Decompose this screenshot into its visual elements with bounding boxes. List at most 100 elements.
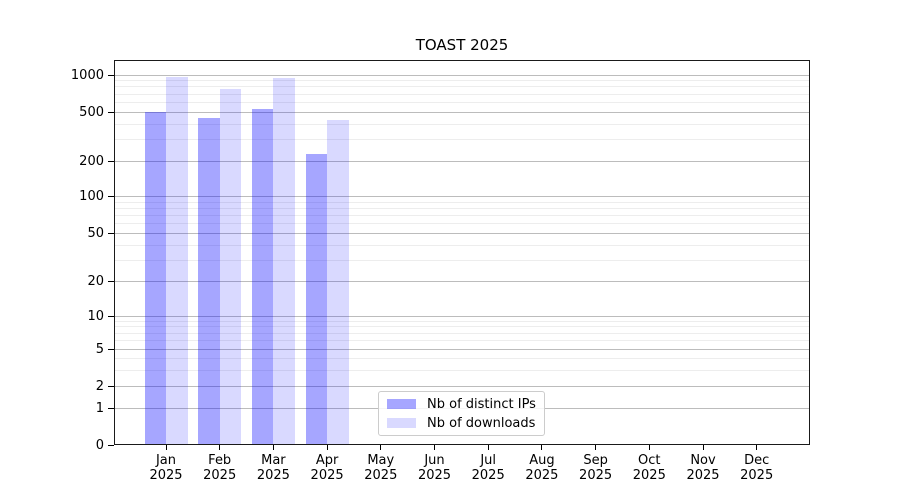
x-tick-label-line: Dec <box>744 453 770 468</box>
x-tick-label-line: 2025 <box>579 468 613 483</box>
x-tick-label-line: 2025 <box>417 468 452 483</box>
x-tick-label-line: Sep <box>583 453 608 468</box>
gridline-minor-9 <box>114 320 810 322</box>
x-tick-label-line: Aug <box>529 453 555 468</box>
bar-nb-of-distinct-ips-apr-2025 <box>305 153 328 445</box>
y-tick-mark-10 <box>108 315 114 317</box>
x-tick-label-apr-2025: Apr 2025 <box>299 453 355 483</box>
legend: Nb of distinct IPs Nb of downloads <box>378 391 545 436</box>
x-tick-label-line: Jun <box>424 453 445 468</box>
gridline-minor-700 <box>114 93 810 95</box>
y-tick-mark-2 <box>108 386 114 387</box>
x-tick-mark-mar-2025 <box>272 445 274 450</box>
y-tick-label-0: 0 <box>95 437 104 453</box>
x-tick-label-oct-2025: Oct 2025 <box>621 453 677 483</box>
gridline-major-200 <box>114 161 810 162</box>
gridline-minor-600 <box>114 101 810 103</box>
x-tick-label-line: Jan <box>155 453 177 468</box>
y-tick-mark-50 <box>108 233 114 234</box>
x-tick-label-jun-2025: Jun 2025 <box>407 453 463 483</box>
legend-swatch-downloads <box>387 418 416 428</box>
gridline-minor-60 <box>114 223 810 225</box>
bar-nb-of-downloads-mar-2025 <box>273 78 295 445</box>
x-tick-label-line: 2025 <box>686 468 720 483</box>
x-tick-mark-apr-2025 <box>326 445 328 450</box>
y-tick-mark-20 <box>108 281 114 282</box>
y-tick-mark-5 <box>108 349 114 350</box>
x-tick-label-line: 2025 <box>310 468 344 483</box>
y-tick-mark-1 <box>108 407 114 409</box>
bar-nb-of-downloads-jan-2025 <box>166 77 188 445</box>
x-tick-mark-jul-2025 <box>487 445 489 450</box>
y-tick-mark-100 <box>108 196 114 197</box>
x-tick-label-line: 2025 <box>149 468 183 483</box>
bar-nb-of-downloads-apr-2025 <box>327 119 349 445</box>
gridline-major-10 <box>114 315 810 317</box>
gridline-minor-3 <box>114 369 810 371</box>
x-tick-label-line: 2025 <box>632 468 666 483</box>
gridline-minor-6 <box>114 340 810 342</box>
y-tick-label-5: 5 <box>95 342 104 357</box>
x-tick-label-nov-2025: Nov 2025 <box>675 453 731 483</box>
y-tick-mark-0 <box>108 444 114 446</box>
y-tick-label-500: 500 <box>79 104 104 120</box>
x-tick-mark-jun-2025 <box>434 445 435 450</box>
gridline-major-2 <box>114 386 810 387</box>
x-tick-label-may-2025: May 2025 <box>353 453 409 483</box>
legend-label-distinct-ips: Nb of distinct IPs <box>427 396 536 412</box>
x-tick-label-line: 2025 <box>525 468 559 483</box>
gridline-minor-800 <box>114 86 810 88</box>
x-tick-label-line: Jul <box>480 453 497 468</box>
y-tick-label-10: 10 <box>87 308 104 324</box>
gridline-minor-80 <box>114 207 810 209</box>
x-tick-label-jul-2025: Jul 2025 <box>460 453 516 483</box>
x-tick-mark-may-2025 <box>380 445 382 450</box>
x-tick-label-line: Oct <box>638 453 661 468</box>
bar-nb-of-downloads-feb-2025 <box>219 89 242 445</box>
y-tick-mark-500 <box>108 111 114 113</box>
legend-label-downloads: Nb of downloads <box>427 415 536 431</box>
gridline-minor-90 <box>114 201 810 203</box>
gridline-major-1000 <box>114 74 810 76</box>
x-tick-label-sep-2025: Sep 2025 <box>568 453 624 483</box>
gridline-major-100 <box>114 196 810 197</box>
x-tick-mark-jan-2025 <box>165 445 167 450</box>
x-tick-label-line: 2025 <box>364 468 398 483</box>
gridline-minor-300 <box>114 139 810 141</box>
chart-title: TOAST 2025 <box>415 36 509 54</box>
x-tick-mark-nov-2025 <box>702 445 704 450</box>
x-tick-mark-feb-2025 <box>219 445 221 450</box>
gridline-minor-70 <box>114 215 810 217</box>
x-tick-label-line: May <box>367 453 395 468</box>
gridline-major-50 <box>114 233 810 234</box>
y-tick-label-50: 50 <box>87 226 104 241</box>
y-tick-label-2: 2 <box>95 379 104 394</box>
gridline-minor-40 <box>114 244 810 246</box>
legend-item-downloads: Nb of downloads <box>387 416 536 431</box>
y-tick-label-20: 20 <box>87 274 104 289</box>
x-tick-label-dec-2025: Dec 2025 <box>729 453 785 483</box>
x-tick-label-line: 2025 <box>740 468 774 483</box>
legend-item-distinct-ips: Nb of distinct IPs <box>387 397 536 412</box>
x-tick-label-feb-2025: Feb 2025 <box>192 453 248 483</box>
x-tick-label-line: Nov <box>690 453 716 468</box>
x-tick-label-jan-2025: Jan 2025 <box>138 453 194 483</box>
y-tick-mark-1000 <box>108 74 114 76</box>
gridline-minor-400 <box>114 123 810 125</box>
x-tick-label-line: 2025 <box>203 468 237 483</box>
bar-nb-of-distinct-ips-jan-2025 <box>144 112 166 445</box>
x-tick-mark-oct-2025 <box>648 445 650 450</box>
bar-nb-of-distinct-ips-feb-2025 <box>198 118 220 445</box>
gridline-major-5 <box>114 349 810 350</box>
y-tick-label-100: 100 <box>79 189 104 204</box>
y-tick-mark-200 <box>108 161 114 162</box>
legend-swatch-distinct-ips <box>387 399 416 409</box>
x-tick-label-line: Apr <box>315 453 339 468</box>
x-tick-label-line: Feb <box>208 453 232 468</box>
y-tick-label-200: 200 <box>79 154 104 169</box>
gridline-minor-4 <box>114 358 810 359</box>
gridline-minor-8 <box>114 326 810 328</box>
bar-nb-of-distinct-ips-mar-2025 <box>251 108 274 445</box>
gridline-minor-900 <box>114 80 810 82</box>
